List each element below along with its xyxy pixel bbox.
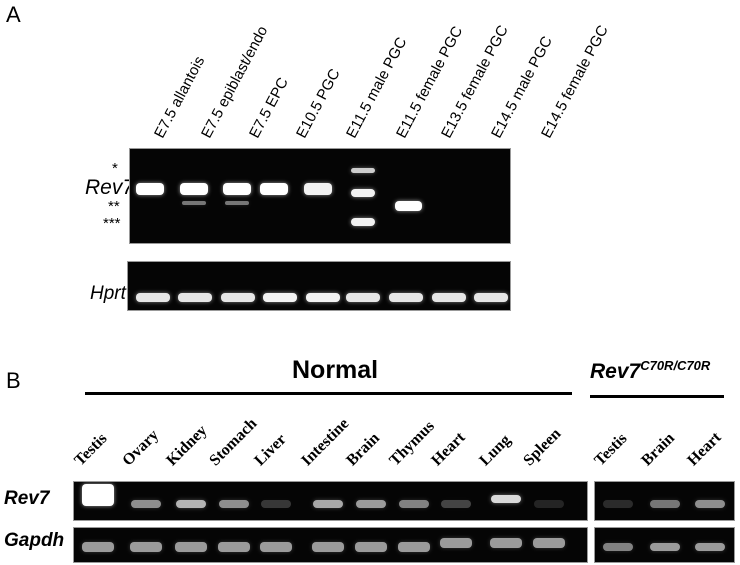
rev7-band-b — [534, 500, 564, 508]
double-star-band — [225, 201, 249, 205]
gapdh-band — [260, 542, 292, 552]
gapdh-band — [175, 542, 207, 552]
lane-label-a: E7.5 EPC — [245, 74, 292, 141]
lane-label-mutant: Testis — [591, 430, 631, 470]
lane-label-normal: Lung — [476, 431, 515, 470]
lane-label-normal: Spleen — [520, 425, 565, 470]
lane-label-mutant: Brain — [638, 429, 678, 470]
double-star-band — [182, 201, 206, 205]
gapdh-band — [130, 542, 162, 552]
mutant-rev7-band — [695, 500, 725, 508]
rev7-band-b — [313, 500, 343, 508]
rev7-gel-a — [129, 148, 511, 244]
lane-label-normal: Kidney — [163, 422, 211, 470]
hprt-band — [221, 292, 255, 302]
mutant-title-base: Rev7 — [590, 360, 641, 383]
lane-label-normal: Ovary — [119, 426, 163, 470]
lane-label-normal: Intestine — [298, 415, 353, 470]
hprt-band — [306, 292, 340, 302]
gapdh-row-label: Gapdh — [4, 530, 65, 551]
hprt-band — [346, 292, 380, 302]
rev7-row-label-a: Rev7 — [85, 176, 135, 199]
lane-label-normal: Liver — [251, 430, 290, 470]
lane-label-normal: Thymus — [386, 417, 438, 470]
lane-label-normal: Brain — [343, 429, 383, 470]
rev7-band-b — [441, 500, 471, 508]
rev7-band-b — [176, 500, 206, 508]
lane-label-mutant: Heart — [684, 428, 725, 470]
marker-single-star: * — [112, 160, 118, 177]
lane-label-normal: Stomach — [206, 415, 261, 470]
lane-label-normal: Testis — [71, 430, 111, 470]
hprt-band — [263, 292, 297, 302]
gapdh-band — [355, 542, 387, 552]
hprt-band — [136, 292, 170, 302]
rev7-band-b — [131, 500, 161, 508]
mutant-title-superscript: C70R/C70R — [640, 358, 711, 373]
panel-a-letter: A — [6, 2, 21, 27]
hprt-band — [432, 292, 466, 302]
mutant-gapdh-gel — [594, 527, 735, 563]
rev7-band — [304, 183, 332, 195]
hprt-gel — [127, 261, 511, 311]
gapdh-band — [218, 542, 250, 552]
hprt-band — [389, 292, 423, 302]
rev7-row-label-b: Rev7 — [4, 488, 50, 509]
rev7-band — [136, 183, 164, 195]
lane-label-normal: Heart — [428, 428, 469, 470]
gapdh-band — [398, 542, 430, 552]
rev7-band — [260, 183, 288, 195]
gapdh-band — [533, 538, 565, 548]
rev7-band-b — [219, 500, 249, 508]
gapdh-band — [82, 542, 114, 552]
mutant-rev7-band — [603, 500, 633, 508]
rev7-band-b — [356, 500, 386, 508]
normal-gapdh-gel — [73, 527, 588, 563]
rev7-band-b — [491, 495, 521, 503]
hprt-row-label: Hprt — [90, 283, 126, 304]
normal-bracket-line — [85, 392, 572, 395]
mutant-title: Rev7C70R/C70R — [590, 358, 710, 384]
ladder-band-triple-star — [351, 218, 375, 226]
lane7-double-star-band — [394, 201, 422, 211]
marker-double-star: ** — [108, 198, 120, 215]
gapdh-band — [440, 538, 472, 548]
lane-label-a: E10.5 PGC — [292, 66, 344, 141]
rev7-band — [223, 183, 251, 195]
hprt-band — [474, 292, 508, 302]
mutant-gapdh-band — [695, 543, 725, 551]
mutant-gapdh-band — [650, 543, 680, 551]
gapdh-band — [490, 538, 522, 548]
rev7-band-b — [82, 484, 114, 506]
panel-b-letter: B — [6, 368, 21, 393]
ladder-band-single-star — [351, 167, 375, 173]
gapdh-band — [312, 542, 344, 552]
rev7-band-b — [261, 500, 291, 508]
hprt-band — [178, 292, 212, 302]
rev7-band-b — [399, 500, 429, 508]
mutant-rev7-gel — [594, 481, 735, 521]
mutant-gapdh-band — [603, 543, 633, 551]
marker-triple-star: *** — [103, 215, 121, 232]
mutant-bracket-line — [590, 395, 724, 398]
rev7-band — [180, 183, 208, 195]
normal-rev7-gel — [73, 481, 588, 521]
ladder-band-rev7 — [351, 189, 375, 197]
normal-title: Normal — [292, 356, 379, 384]
mutant-rev7-band — [650, 500, 680, 508]
